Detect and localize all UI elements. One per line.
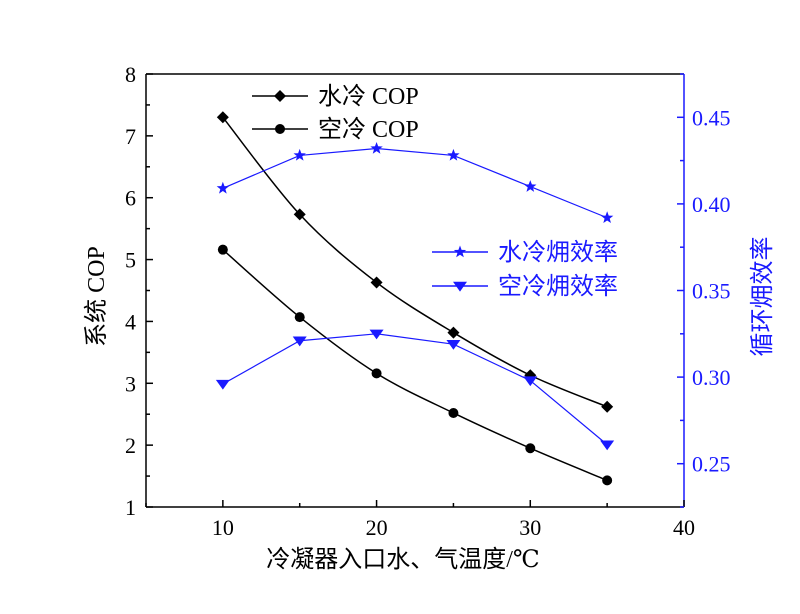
series-1-line <box>222 249 608 482</box>
right-y-tick-label: 0.30 <box>692 365 731 390</box>
right-y-tick-label: 0.45 <box>692 105 731 130</box>
right-y-tick-label: 0.35 <box>692 279 731 304</box>
series-0-point <box>447 326 460 339</box>
left-y-tick-label: 4 <box>125 309 136 334</box>
series-2-point <box>524 180 537 192</box>
series-1-point <box>448 407 459 418</box>
left-y-tick-label: 5 <box>125 248 136 273</box>
x-tick-label: 10 <box>212 515 234 540</box>
series-1-point <box>525 443 536 454</box>
series-1-point <box>602 475 613 486</box>
series-0-point <box>370 276 383 289</box>
series-2-line <box>222 147 608 219</box>
series-2-point <box>293 148 306 161</box>
series-3-point <box>523 376 538 387</box>
right-y-tick-label: 0.40 <box>692 192 731 217</box>
series-2-point <box>216 181 230 194</box>
series-3-point <box>215 379 230 390</box>
legend-0-label: 空冷 COP <box>318 116 419 143</box>
series-3-point <box>446 339 461 350</box>
left-y-axis-title: 系统 COP <box>83 246 110 347</box>
left-y-tick-label: 8 <box>125 62 136 87</box>
series-0-point <box>293 208 306 221</box>
right-y-tick-label: 0.25 <box>692 452 731 477</box>
legend-1-label: 水冷㶲效率 <box>498 239 618 266</box>
legend-0-marker <box>274 90 286 102</box>
x-tick-label: 30 <box>519 515 541 540</box>
series-2-point <box>370 141 383 154</box>
left-y-tick-label: 2 <box>125 433 136 458</box>
x-tick-label: 40 <box>673 515 695 540</box>
series-0-point <box>601 400 614 413</box>
series-3-point <box>292 336 307 347</box>
series-2-point <box>600 211 614 224</box>
right-y-axis-title: 循环㶲效率 <box>749 237 776 357</box>
left-y-tick-label: 6 <box>125 186 136 211</box>
left-y-tick-label: 1 <box>125 495 136 520</box>
series-1-point <box>217 244 228 255</box>
series-3-point <box>600 440 615 451</box>
x-tick-label: 20 <box>366 515 388 540</box>
series-3-point <box>369 329 384 340</box>
legend-1-marker <box>453 281 467 292</box>
series-1-point <box>371 368 382 379</box>
legend-1-label: 空冷㶲效率 <box>498 273 618 300</box>
x-axis-title: 冷凝器入口水、气温度/℃ <box>266 546 540 573</box>
legend-0-marker <box>275 124 285 134</box>
series-3-line <box>222 333 608 446</box>
legend-1-marker <box>453 245 467 258</box>
left-y-tick-label: 3 <box>125 371 136 396</box>
legend-0-label: 水冷 COP <box>318 83 419 110</box>
series-0-point <box>216 111 229 124</box>
series-2-point <box>447 148 460 161</box>
left-y-tick-label: 7 <box>125 124 136 149</box>
series-1-point <box>294 312 305 323</box>
